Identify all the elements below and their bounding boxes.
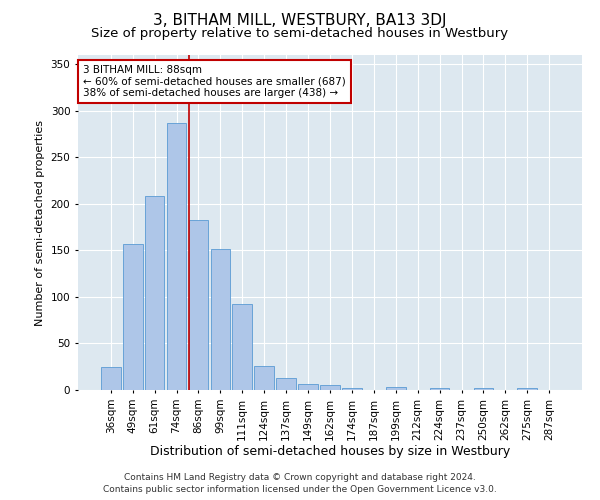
Y-axis label: Number of semi-detached properties: Number of semi-detached properties (35, 120, 45, 326)
Bar (473, 388, 493, 390)
Text: 3, BITHAM MILL, WESTBURY, BA13 3DJ: 3, BITHAM MILL, WESTBURY, BA13 3DJ (153, 12, 447, 28)
Bar (430, 388, 449, 390)
Bar (298, 384, 318, 390)
Bar (232, 304, 252, 390)
Bar (145, 196, 164, 390)
Bar (320, 386, 340, 390)
Bar (123, 244, 143, 390)
X-axis label: Distribution of semi-detached houses by size in Westbury: Distribution of semi-detached houses by … (150, 446, 510, 458)
Bar (188, 220, 208, 390)
Bar (101, 366, 121, 390)
Bar (211, 248, 230, 390)
Text: Contains HM Land Registry data © Crown copyright and database right 2024.
Contai: Contains HM Land Registry data © Crown c… (103, 472, 497, 494)
Bar (386, 387, 406, 390)
Bar (276, 378, 296, 390)
Bar (342, 388, 362, 390)
Bar (167, 123, 187, 390)
Text: 3 BITHAM MILL: 88sqm
← 60% of semi-detached houses are smaller (687)
38% of semi: 3 BITHAM MILL: 88sqm ← 60% of semi-detac… (83, 65, 346, 98)
Text: Size of property relative to semi-detached houses in Westbury: Size of property relative to semi-detach… (91, 28, 509, 40)
Bar (254, 366, 274, 390)
Bar (517, 388, 537, 390)
